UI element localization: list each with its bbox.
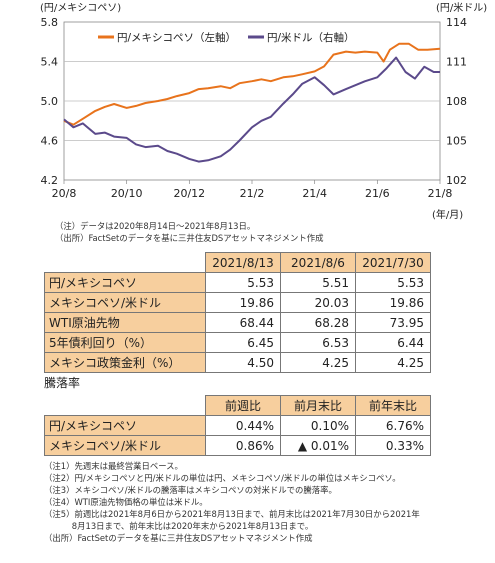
left-axis-label: (円/メキシコペソ) <box>40 3 121 14</box>
right-tick-label: 102 <box>446 174 467 187</box>
rate-header-row: 前週比 前月末比 前年末比 <box>44 395 431 416</box>
cell: 68.44 <box>205 312 281 333</box>
header-yearly: 前年末比 <box>355 395 431 416</box>
summary-header-row: 2021/8/13 2021/8/6 2021/7/30 <box>44 252 431 273</box>
note-bottom-6: 8月13日まで、前年末比は2020年末から2021年8月13日まで。 <box>44 521 314 531</box>
row-label: メキシコペソ/米ドル <box>44 292 206 313</box>
right-tick-label: 114 <box>446 16 467 29</box>
cell: 4.25 <box>280 352 356 373</box>
cell: 0.10% <box>280 415 356 436</box>
cell: 19.86 <box>355 292 431 313</box>
note-bottom-1: （注1）先週末は最終営業日ベース。 <box>44 461 183 471</box>
x-tick-label: 21/8 <box>428 187 453 200</box>
left-tick-label: 5.8 <box>41 16 59 29</box>
x-unit-label: (年/月) <box>432 208 463 221</box>
left-tick-label: 5.0 <box>41 95 59 108</box>
header-date-2: 2021/8/6 <box>280 252 356 273</box>
x-tick-label: 21/4 <box>302 187 327 200</box>
table-row: 5年債利回り（%） 6.45 6.53 6.44 <box>44 332 431 353</box>
x-tick-label: 21/6 <box>365 187 390 200</box>
cell: 6.53 <box>280 332 356 353</box>
row-label: 円/メキシコペソ <box>44 415 206 436</box>
row-label: メキシコ政策金利（%） <box>44 352 206 373</box>
row-label: 円/メキシコペソ <box>44 272 206 293</box>
x-tick-label: 21/2 <box>240 187 265 200</box>
header-blank <box>44 395 206 416</box>
cell: 73.95 <box>355 312 431 333</box>
row-label: WTI原油先物 <box>44 312 206 333</box>
cell: 0.44% <box>205 415 281 436</box>
cell: 20.03 <box>280 292 356 313</box>
cell: 0.33% <box>355 435 431 456</box>
left-tick-label: 5.4 <box>41 56 59 69</box>
series-line-1 <box>63 42 441 126</box>
row-label: 5年債利回り（%） <box>44 332 206 353</box>
legend-label: 円/米ドル（右軸） <box>267 31 355 44</box>
cell: 4.50 <box>205 352 281 373</box>
row-label: メキシコペソ/米ドル <box>44 435 206 456</box>
cell: 5.51 <box>280 272 356 293</box>
right-tick-label: 111 <box>446 56 467 69</box>
cell: 5.53 <box>205 272 281 293</box>
cell: 6.45 <box>205 332 281 353</box>
right-tick-label: 105 <box>446 135 467 148</box>
table-row: WTI原油先物 68.44 68.28 73.95 <box>44 312 431 333</box>
right-tick-label: 108 <box>446 95 467 108</box>
cell: 6.44 <box>355 332 431 353</box>
header-blank <box>44 252 206 273</box>
note-bottom-4: （注4）WTI原油先物価格の単位は米ドル。 <box>44 497 208 507</box>
rate-title: 騰落率 <box>44 376 81 390</box>
header-weekly: 前週比 <box>205 395 281 416</box>
note-top-1: （注）データは2020年8月14日～2021年8月13日。 <box>55 221 256 231</box>
table-row: メキシコ政策金利（%） 4.50 4.25 4.25 <box>44 352 431 373</box>
cell: 4.25 <box>355 352 431 373</box>
table-row: メキシコペソ/米ドル 0.86% ▲ 0.01% 0.33% <box>44 435 431 456</box>
header-date-3: 2021/7/30 <box>355 252 431 273</box>
x-tick-label: 20/8 <box>52 187 77 200</box>
header-date-1: 2021/8/13 <box>205 252 281 273</box>
series-line-2 <box>63 56 440 163</box>
note-bottom-5: （注5）前週比は2021年8月6日から2021年8月13日まで、前月末比は202… <box>44 509 420 519</box>
chart-grid <box>63 21 441 184</box>
left-tick-label: 4.6 <box>41 135 59 148</box>
exchange-rate-chart: (円/メキシコペソ) (円/米ドル) (年/月) 5.8 5.4 5.0 4.6 4.2… <box>40 1 487 221</box>
note-bottom-7: （出所）FactSetのデータを基に三井住友DSアセットマネジメント作成 <box>44 533 313 543</box>
header-monthly: 前月末比 <box>280 395 356 416</box>
left-tick-label: 4.2 <box>41 174 59 187</box>
right-axis-label: (円/米ドル) <box>436 1 487 14</box>
x-tick-label: 20/10 <box>111 187 143 200</box>
cell: 68.28 <box>280 312 356 333</box>
legend-label: 円/メキシコペソ（左軸） <box>117 31 236 44</box>
x-tick-label: 20/12 <box>173 187 205 200</box>
table-row: メキシコペソ/米ドル 19.86 20.03 19.86 <box>44 292 431 313</box>
note-top-2: （出所）FactSetのデータを基に三井住友DSアセットマネジメント作成 <box>55 233 324 243</box>
cell: ▲ 0.01% <box>280 435 356 456</box>
cell: 19.86 <box>205 292 281 313</box>
rate-table: 前週比 前月末比 前年末比 円/メキシコペソ 0.44% 0.10% 6.76% メキ… <box>44 395 431 456</box>
note-bottom-2: （注2）円/メキシコペソと円/米ドルの単位は円、メキシコペソ/米ドルの単位はメキ… <box>44 473 401 483</box>
summary-table: 2021/8/13 2021/8/6 2021/7/30 円/メキシコペソ 5.5… <box>44 252 431 373</box>
table-row: 円/メキシコペソ 0.44% 0.10% 6.76% <box>44 415 431 436</box>
cell: 6.76% <box>355 415 431 436</box>
cell: 0.86% <box>205 435 281 456</box>
cell: 5.53 <box>355 272 431 293</box>
note-bottom-3: （注3）メキシコペソ/米ドルの騰落率はメキシコペソの対米ドルでの騰落率。 <box>44 485 337 495</box>
table-row: 円/メキシコペソ 5.53 5.51 5.53 <box>44 272 431 293</box>
